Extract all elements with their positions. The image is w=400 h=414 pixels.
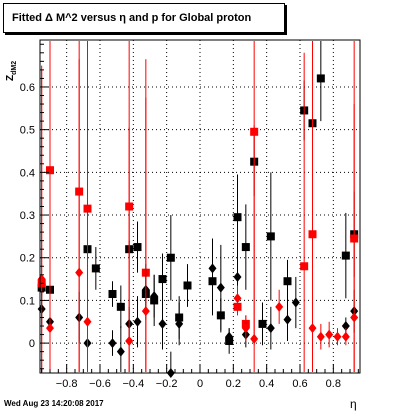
data-point xyxy=(216,282,225,293)
data-point xyxy=(166,253,175,262)
timestamp: Wed Aug 23 14:20:08 2017 xyxy=(4,399,104,408)
x-tick-label: 0.4 xyxy=(259,378,274,390)
data-point xyxy=(300,262,309,271)
data-point xyxy=(150,291,159,302)
data-point xyxy=(233,293,242,304)
data-point xyxy=(333,331,342,342)
data-point xyxy=(350,312,359,323)
data-point xyxy=(275,301,284,312)
data-point xyxy=(341,321,350,332)
data-point xyxy=(233,271,242,282)
data-point xyxy=(341,251,350,260)
data-point xyxy=(91,264,100,273)
data-point xyxy=(158,318,167,329)
x-axis-label: η xyxy=(350,397,357,411)
data-point xyxy=(283,314,292,325)
data-point xyxy=(158,275,167,284)
data-point xyxy=(83,316,92,327)
x-tick-label: −0.2 xyxy=(156,378,178,390)
y-tick-label: 0.4 xyxy=(20,167,35,179)
y-axis-ticks: 0 0.1 0.2 0.3 0.4 0.5 0.6 xyxy=(20,43,49,370)
red-diamond-series xyxy=(37,59,359,372)
y-tick-label: 0.2 xyxy=(20,253,35,265)
grid xyxy=(40,40,360,373)
data-point xyxy=(183,281,192,290)
x-tick-label: 0.8 xyxy=(326,378,341,390)
data-point xyxy=(125,335,134,346)
data-point xyxy=(325,329,334,340)
data-point xyxy=(291,297,300,308)
data-point xyxy=(225,331,234,342)
data-point xyxy=(250,333,259,344)
x-tick-label: 0.2 xyxy=(226,378,241,390)
data-marks xyxy=(37,41,359,378)
data-point xyxy=(341,331,350,342)
y-tick-label: 0.5 xyxy=(20,125,35,137)
data-point xyxy=(46,323,54,334)
data-point xyxy=(316,331,325,342)
data-point xyxy=(308,323,317,334)
data-point xyxy=(266,232,275,241)
x-tick-label: −0.6 xyxy=(89,378,111,390)
y-tick-label: 0.3 xyxy=(20,210,35,222)
y-tick-label: 0.6 xyxy=(20,82,35,94)
data-point xyxy=(283,277,292,286)
x-axis-ticks: −0.8 −0.6 −0.4 −0.2 0 0.2 0.4 0.6 0.8 xyxy=(41,364,359,390)
plot-background xyxy=(40,40,360,373)
data-point xyxy=(241,323,250,334)
x-tick-label: 0 xyxy=(197,378,203,390)
data-point xyxy=(316,74,325,83)
data-point xyxy=(233,213,242,222)
data-point xyxy=(208,263,217,274)
data-point xyxy=(258,319,267,328)
data-point xyxy=(108,290,117,299)
y-tick-label: 0.1 xyxy=(20,295,35,307)
data-point xyxy=(133,243,142,252)
data-point xyxy=(266,323,275,334)
chart-title: Fitted Δ M^2 versus η and p for Global p… xyxy=(3,3,285,33)
x-tick-label: −0.4 xyxy=(122,378,144,390)
data-point xyxy=(116,302,125,311)
y-tick-label: 0 xyxy=(29,338,35,350)
x-tick-label: −0.8 xyxy=(56,378,78,390)
data-point xyxy=(141,306,150,317)
x-tick-label: 0.6 xyxy=(292,378,307,390)
data-point xyxy=(108,338,117,349)
data-point xyxy=(116,346,125,357)
data-point xyxy=(75,267,84,278)
data-point xyxy=(241,243,250,252)
data-point xyxy=(133,316,142,327)
data-point xyxy=(175,318,184,329)
